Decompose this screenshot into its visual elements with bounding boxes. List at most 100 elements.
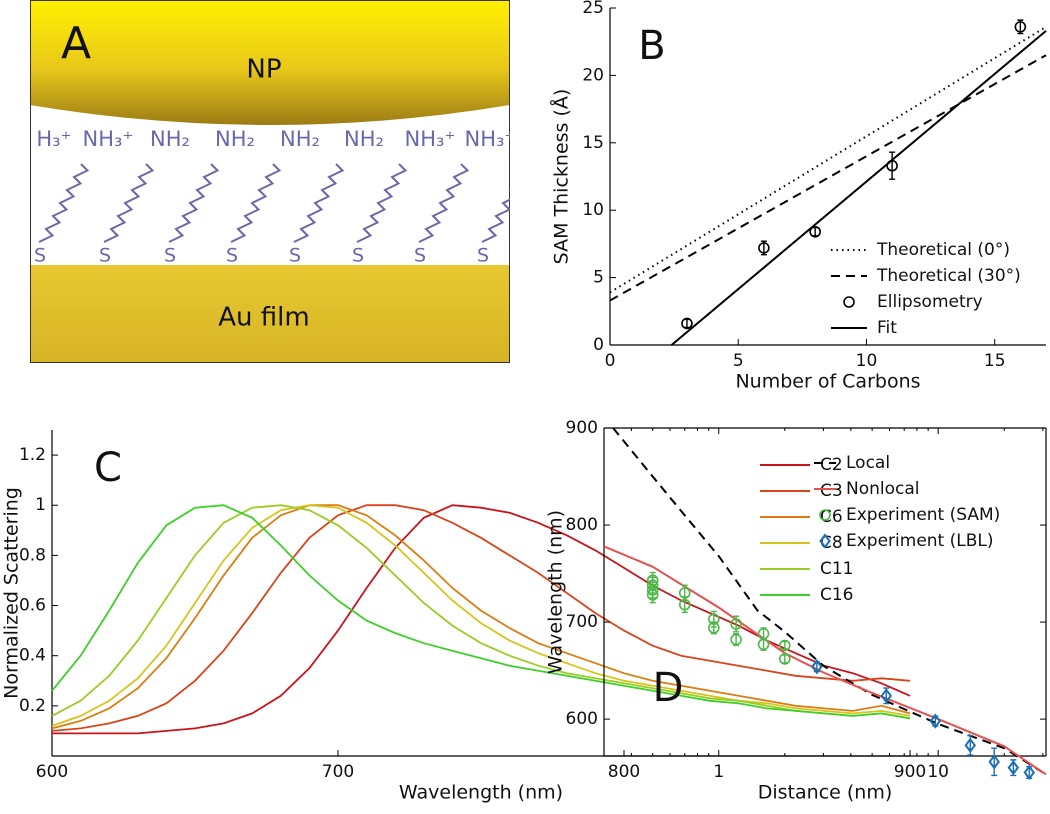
legend-marker — [819, 533, 831, 549]
x-tick-label: 15 — [984, 351, 1006, 371]
series-line — [51, 504, 911, 720]
alkyl-chain — [293, 163, 345, 243]
marker-diamond — [988, 754, 1000, 770]
y-axis-label: Normalized Scattering — [1, 487, 23, 699]
y-tick-label: 1.2 — [19, 445, 46, 465]
alkyl-chain — [168, 163, 220, 243]
y-axis-label: Wavelength (nm) — [545, 510, 567, 674]
error-bar — [889, 151, 896, 180]
marker-circle — [708, 622, 720, 634]
y-tick-label: 20 — [582, 65, 604, 85]
head-group: NH₃⁺ — [82, 127, 133, 151]
error-bar — [781, 654, 788, 664]
legend-label: C6 — [820, 507, 843, 527]
legend-label: Nonlocal — [846, 479, 920, 499]
error-bar — [760, 637, 767, 651]
head-group: NH₂ — [150, 127, 190, 151]
error-bar — [683, 318, 690, 329]
panel-a: A NP Au film S S S S S S S S H₃⁺ NH₃⁺ NH₂ NH₂ NH₂ NH₂… — [30, 0, 510, 363]
x-tick-label: 800 — [608, 762, 640, 782]
legend-label: Experiment (LBL) — [846, 531, 994, 551]
anchor-atom: S — [414, 245, 426, 267]
panel-label: A — [61, 18, 91, 69]
series-line — [52, 504, 911, 735]
marker-diamond — [964, 737, 976, 753]
legend-label: C3 — [820, 481, 843, 501]
y-tick-label: 0 — [593, 335, 604, 355]
gold-film — [30, 265, 510, 363]
y-tick-label: 700 — [566, 612, 598, 632]
marker-circle — [730, 618, 742, 630]
y-axis-label: SAM Thickness (Å) — [550, 89, 573, 265]
error-bar — [710, 621, 717, 635]
marker-circle — [809, 225, 821, 238]
legend-marker — [843, 296, 855, 308]
film-label: Au film — [218, 303, 309, 333]
alkyl-chain — [418, 163, 470, 243]
legend-label: C16 — [820, 585, 854, 605]
marker-circle — [678, 598, 691, 611]
head-group: NH₂ — [215, 127, 255, 151]
y-tick-label: 900 — [566, 418, 598, 438]
series-line — [609, 54, 1047, 302]
marker-diamond — [811, 659, 823, 675]
head-group: NH₂ — [280, 127, 320, 151]
x-tick-label: 5 — [733, 351, 744, 371]
marker-circle — [778, 653, 791, 665]
y-tick-label: 0.6 — [19, 596, 46, 616]
nanoparticle — [30, 0, 510, 125]
error-bar — [733, 633, 740, 647]
y-tick-label: 600 — [566, 709, 598, 729]
error-bar — [812, 227, 819, 237]
legend-label: Ellipsometry — [877, 292, 983, 312]
panel-label: B — [638, 23, 665, 69]
series-line — [51, 504, 911, 727]
y-tick-label: 0.2 — [19, 696, 46, 716]
x-tick-label: 10 — [856, 351, 878, 371]
series-line — [612, 427, 1047, 776]
marker-diamond — [929, 713, 942, 729]
y-tick-label: 0.4 — [19, 646, 46, 666]
marker-circle — [646, 589, 659, 601]
marker-circle — [681, 317, 693, 330]
marker-circle — [778, 639, 791, 652]
marker-diamond — [880, 688, 893, 704]
legend-label: C8 — [820, 533, 843, 553]
x-tick-label: 900 — [894, 762, 926, 782]
x-axis-label: Number of Carbons — [735, 371, 920, 393]
y-tick-label: 1 — [35, 495, 46, 515]
marker-circle — [758, 242, 770, 254]
series-line — [51, 504, 911, 732]
anchor-atom: S — [226, 245, 238, 267]
x-tick-label: 600 — [36, 762, 68, 782]
panel-label: C — [94, 445, 122, 491]
np-label: NP — [246, 55, 281, 85]
head-group: NH₃⁺ — [404, 127, 455, 151]
alkyl-chain — [356, 163, 408, 243]
alkyl-chain — [481, 188, 510, 243]
marker-diamond — [1023, 764, 1035, 781]
head-group: H₃⁺ — [36, 127, 71, 151]
anchor-atom: S — [164, 245, 176, 267]
x-axis-label: Wavelength (nm) — [399, 782, 563, 804]
series-line — [51, 504, 911, 720]
series-line — [603, 545, 1047, 776]
marker-circle — [730, 633, 742, 646]
y-tick-label: 15 — [582, 133, 604, 153]
anchor-atom: S — [99, 245, 111, 267]
anchor-atom: S — [34, 245, 46, 267]
error-bar — [991, 747, 998, 777]
y-tick-label: 5 — [593, 268, 604, 288]
alkyl-chain — [230, 163, 282, 243]
legend-label: Local — [846, 453, 890, 473]
panel-frame — [30, 0, 510, 363]
y-tick-label: 25 — [582, 0, 604, 18]
head-group: NH₂ — [344, 127, 384, 151]
legend-label: Fit — [877, 318, 897, 338]
legend-label: Theoretical (30°) — [876, 266, 1021, 286]
x-tick-label: 0 — [605, 351, 616, 371]
legend-marker — [819, 509, 831, 521]
alkyl-chain — [103, 163, 155, 243]
legend-label: C11 — [820, 559, 854, 579]
